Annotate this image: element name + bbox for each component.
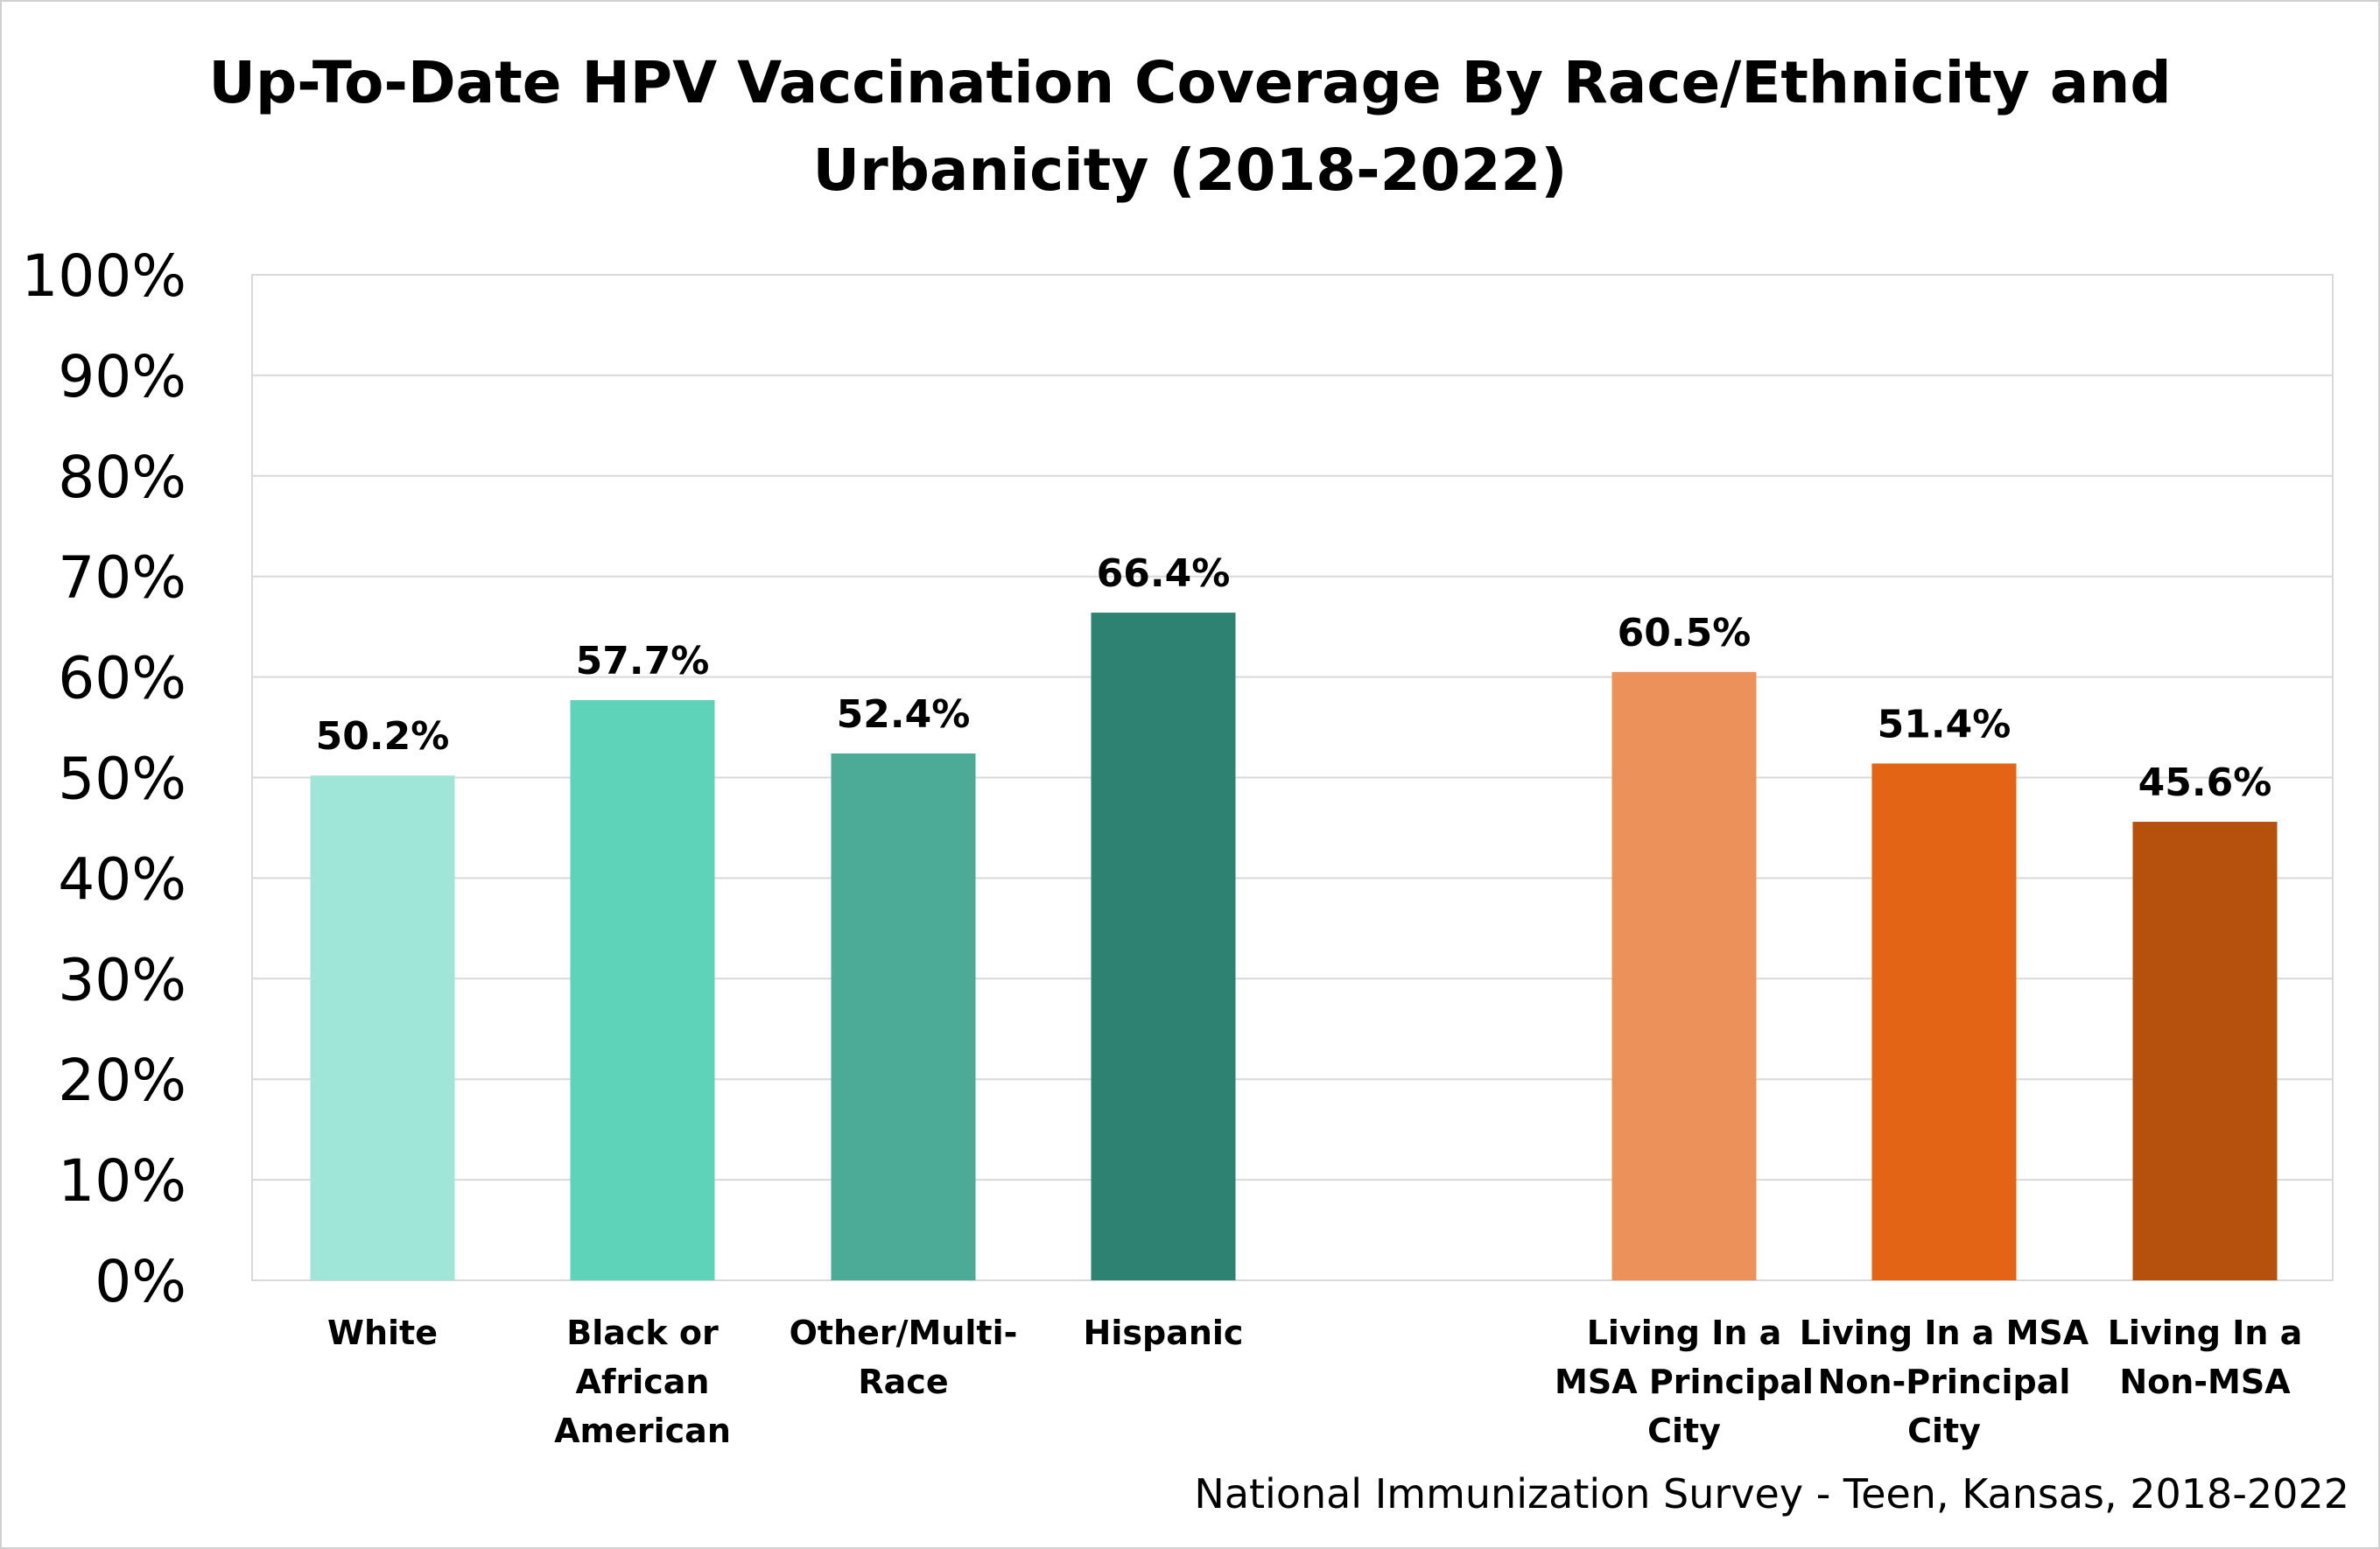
- y-tick-label: 30%: [58, 946, 186, 1013]
- y-tick-label: 50%: [58, 746, 186, 813]
- data-label: 52.4%: [837, 692, 971, 737]
- data-label: 51.4%: [1878, 702, 2011, 746]
- source-note: National Immunization Survey - Teen, Kan…: [1194, 1470, 2349, 1517]
- x-tick-label: MSA Principal: [1555, 1363, 1814, 1401]
- x-tick-label: Living In a: [1587, 1314, 1782, 1352]
- chart-title: Up-To-Date HPV Vaccination Coverage By R…: [0, 39, 2380, 214]
- x-tick-label: Race: [858, 1363, 948, 1401]
- x-tick-label: City: [1907, 1412, 1981, 1450]
- data-label: 45.6%: [2138, 760, 2272, 805]
- x-tick-label: Black or: [566, 1314, 719, 1352]
- chart-title-line-2: Urbanicity (2018-2022): [812, 137, 1568, 204]
- x-tick-label: Living In a: [2108, 1314, 2303, 1352]
- x-tick-label: Non-Principal: [1818, 1363, 2071, 1401]
- bar: [570, 700, 715, 1280]
- x-tick-label: African: [576, 1363, 710, 1401]
- bar: [2132, 822, 2278, 1280]
- x-tick-label: White: [327, 1314, 438, 1352]
- x-tick-label: City: [1647, 1412, 1721, 1450]
- x-tick-label: Living In a MSA: [1800, 1314, 2089, 1352]
- bar: [1611, 671, 1757, 1280]
- y-tick-label: 40%: [58, 845, 186, 913]
- bar: [831, 753, 976, 1280]
- y-tick-label: 100%: [21, 242, 186, 310]
- bar: [1871, 763, 2017, 1280]
- data-label: 50.2%: [316, 714, 450, 759]
- data-label: 66.4%: [1097, 551, 1231, 596]
- y-tick-label: 0%: [95, 1248, 186, 1315]
- y-tick-label: 70%: [58, 544, 186, 612]
- y-tick-label: 20%: [58, 1047, 186, 1114]
- x-tick-label: American: [554, 1412, 731, 1450]
- y-tick-label: 10%: [58, 1147, 186, 1215]
- x-tick-label: Other/Multi-: [790, 1314, 1018, 1352]
- x-tick-label: Hispanic: [1084, 1314, 1244, 1352]
- bar: [310, 775, 455, 1280]
- y-tick-label: 90%: [58, 343, 186, 410]
- y-tick-label: 60%: [58, 645, 186, 712]
- y-tick-label: 80%: [58, 444, 186, 511]
- plot-area-border: [251, 274, 2334, 1281]
- chart-title-line-1: Up-To-Date HPV Vaccination Coverage By R…: [208, 49, 2172, 116]
- x-tick-label: Non-MSA: [2119, 1363, 2291, 1401]
- bar: [1091, 613, 1236, 1280]
- data-label: 60.5%: [1618, 611, 1752, 655]
- data-label: 57.7%: [576, 639, 710, 683]
